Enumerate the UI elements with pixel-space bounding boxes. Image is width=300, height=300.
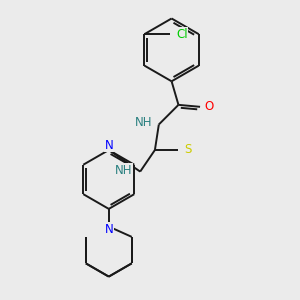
Text: NH: NH [134, 116, 152, 129]
Text: S: S [184, 143, 192, 157]
Text: Cl: Cl [176, 28, 188, 41]
Text: N: N [104, 223, 113, 236]
Text: N: N [104, 139, 113, 152]
Text: NH: NH [115, 164, 132, 177]
Text: O: O [204, 100, 214, 113]
